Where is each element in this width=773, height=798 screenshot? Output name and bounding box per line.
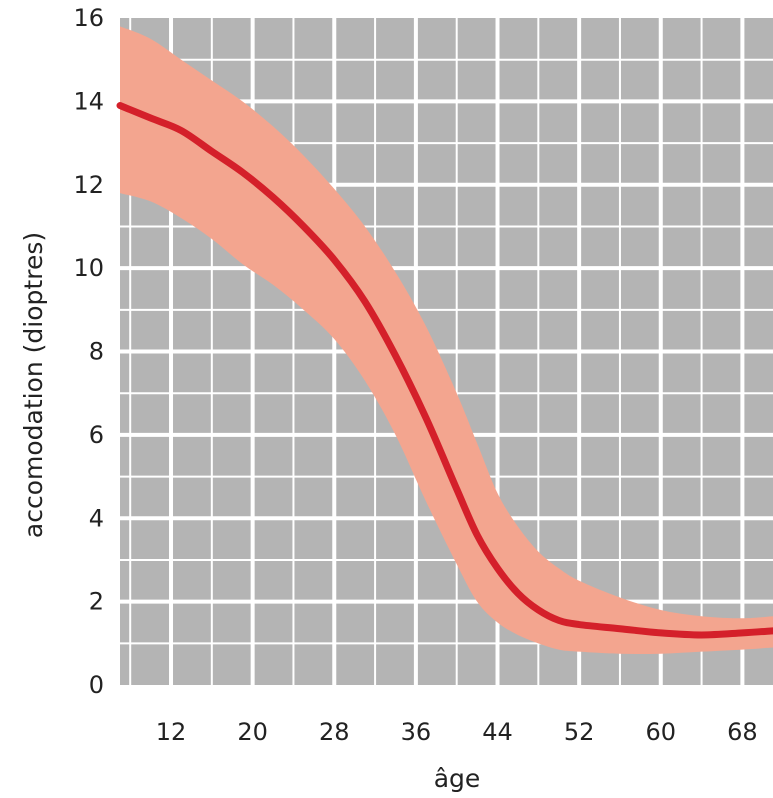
x-axis-title: âge (434, 764, 481, 793)
y-tick-label: 0 (89, 671, 104, 699)
y-tick-label: 16 (73, 4, 104, 32)
y-tick-label: 12 (73, 171, 104, 199)
y-tick-label: 6 (89, 421, 104, 449)
x-tick-label: 52 (564, 718, 595, 746)
x-tick-label: 44 (482, 718, 513, 746)
y-tick-label: 14 (73, 87, 104, 115)
y-axis-title: accomodation (dioptres) (19, 232, 48, 538)
x-tick-label: 20 (237, 718, 268, 746)
y-tick-label: 8 (89, 338, 104, 366)
y-tick-label: 4 (89, 504, 104, 532)
x-tick-label: 28 (319, 718, 350, 746)
accommodation-range-band (120, 26, 773, 654)
x-tick-label: 60 (645, 718, 676, 746)
x-axis-ticks: 12 20 28 36 44 52 60 68 (156, 718, 758, 746)
y-axis-ticks: 0 2 4 6 8 10 12 14 16 (73, 4, 104, 699)
x-tick-label: 12 (156, 718, 187, 746)
x-tick-label: 36 (401, 718, 432, 746)
y-tick-label: 2 (89, 588, 104, 616)
y-tick-label: 10 (73, 254, 104, 282)
x-tick-label: 68 (727, 718, 758, 746)
accommodation-mean-line (116, 102, 773, 639)
